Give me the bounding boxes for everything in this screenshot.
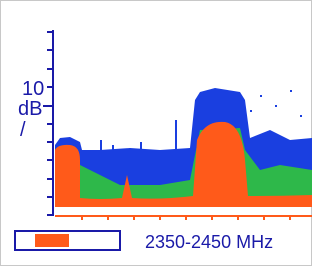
- scale-value: 10: [22, 78, 44, 100]
- per: /: [20, 119, 26, 141]
- frequency-range: 2350-2450 MHz: [145, 232, 273, 252]
- unit: dB: [18, 98, 42, 120]
- spectrum-screen: 10 dB / 2350-2450 MHz: [0, 0, 312, 266]
- level-fill: [35, 234, 69, 247]
